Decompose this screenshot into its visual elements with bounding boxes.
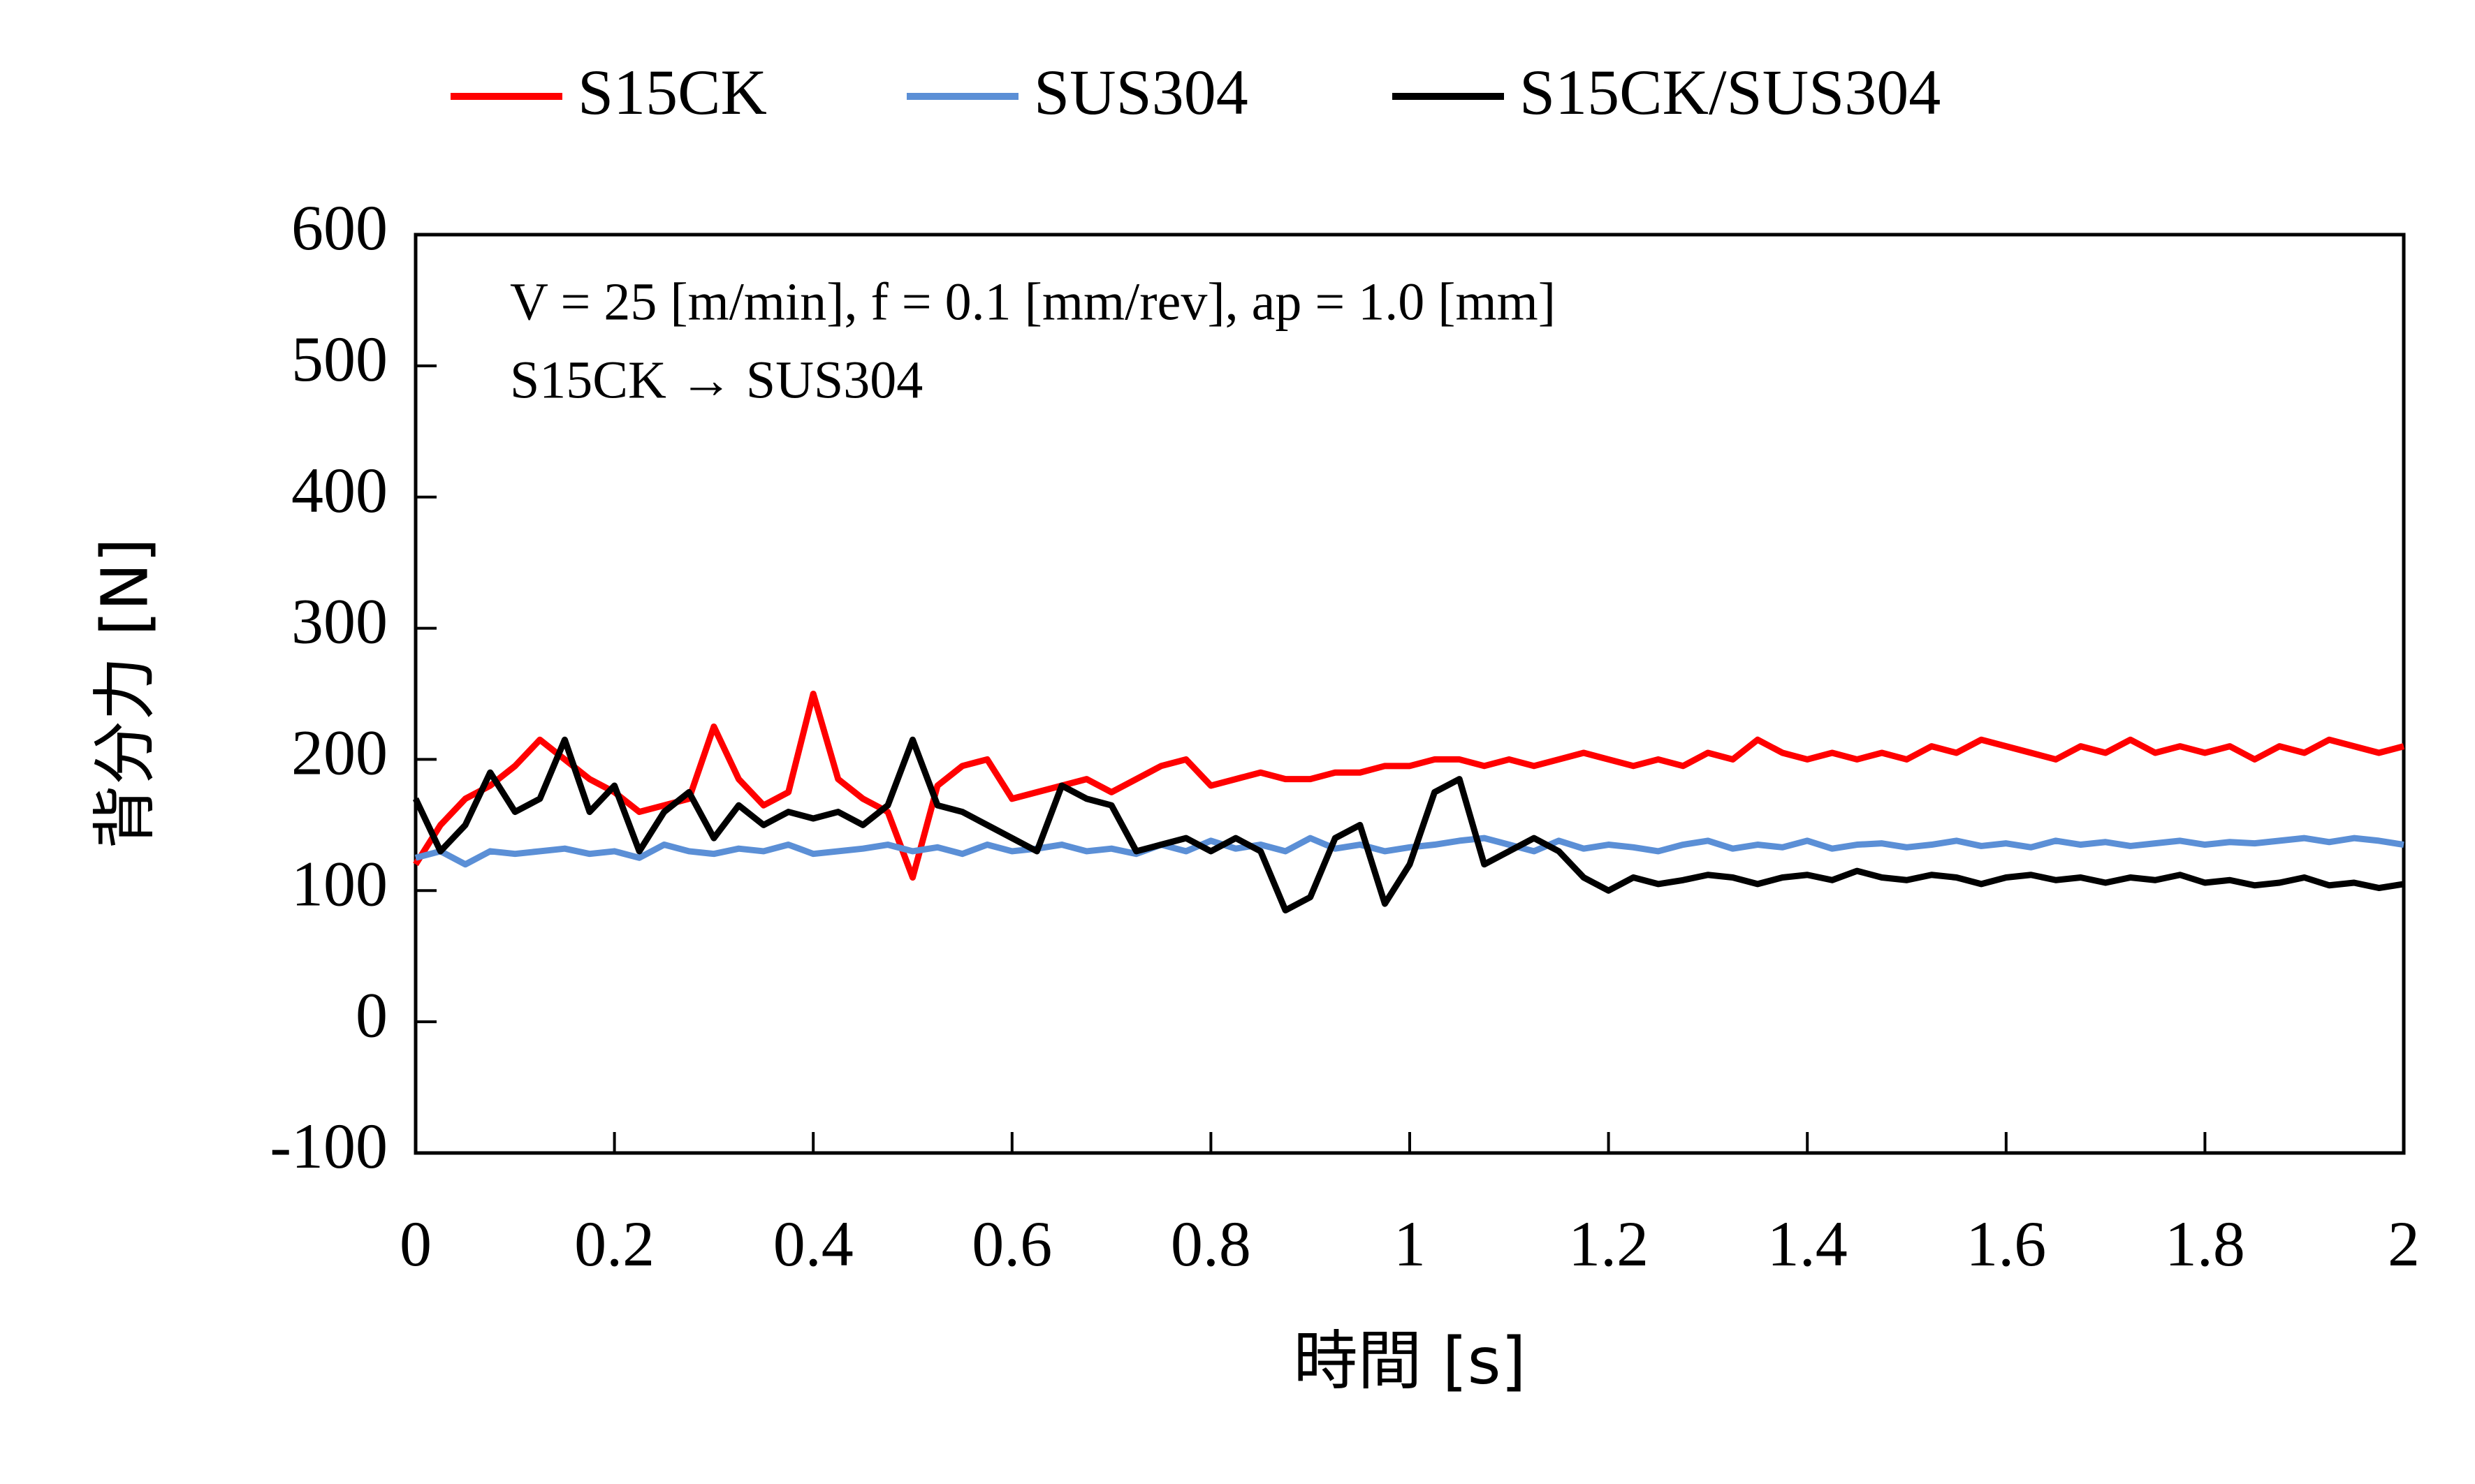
y-tick-label: 0: [356, 979, 388, 1050]
x-tick-label: 0.8: [1171, 1208, 1251, 1279]
x-tick-label: 1.4: [1767, 1208, 1848, 1279]
series-line: [412, 736, 2404, 913]
annotation: S15CK → SUS304: [510, 351, 923, 409]
x-tick-label: 0: [400, 1208, 432, 1279]
series-line: [414, 835, 2404, 868]
x-tick-label: 0.2: [574, 1208, 655, 1279]
x-tick-label: 0.6: [972, 1208, 1052, 1279]
x-tick-label: 1.8: [2165, 1208, 2245, 1279]
y-tick-label: 100: [291, 848, 388, 919]
legend-label: S15CK/SUS304: [1519, 57, 1941, 128]
y-tick-label: 200: [291, 717, 388, 788]
series-line: [413, 691, 2405, 881]
x-tick-label: 0.4: [773, 1208, 854, 1279]
x-tick-label: 1.6: [1966, 1208, 2046, 1279]
annotation: V = 25 [m/min], f = 0.1 [mm/rev], ap = 1…: [510, 272, 1556, 331]
y-tick-label: 500: [291, 323, 388, 395]
x-tick-label: 1: [1394, 1208, 1426, 1279]
legend-label: SUS304: [1034, 57, 1248, 128]
x-tick-label: 2: [2388, 1208, 2420, 1279]
x-tick-label: 1.2: [1568, 1208, 1649, 1279]
y-tick-label: 400: [291, 455, 388, 526]
y-tick-label: 600: [291, 192, 388, 263]
x-axis-label: 時間 [s]: [1294, 1323, 1526, 1398]
y-axis-label: 背分力 [N]: [87, 538, 162, 849]
y-tick-label: 300: [291, 586, 388, 657]
legend-label: S15CK: [578, 57, 767, 128]
y-tick-label: -100: [270, 1110, 388, 1182]
